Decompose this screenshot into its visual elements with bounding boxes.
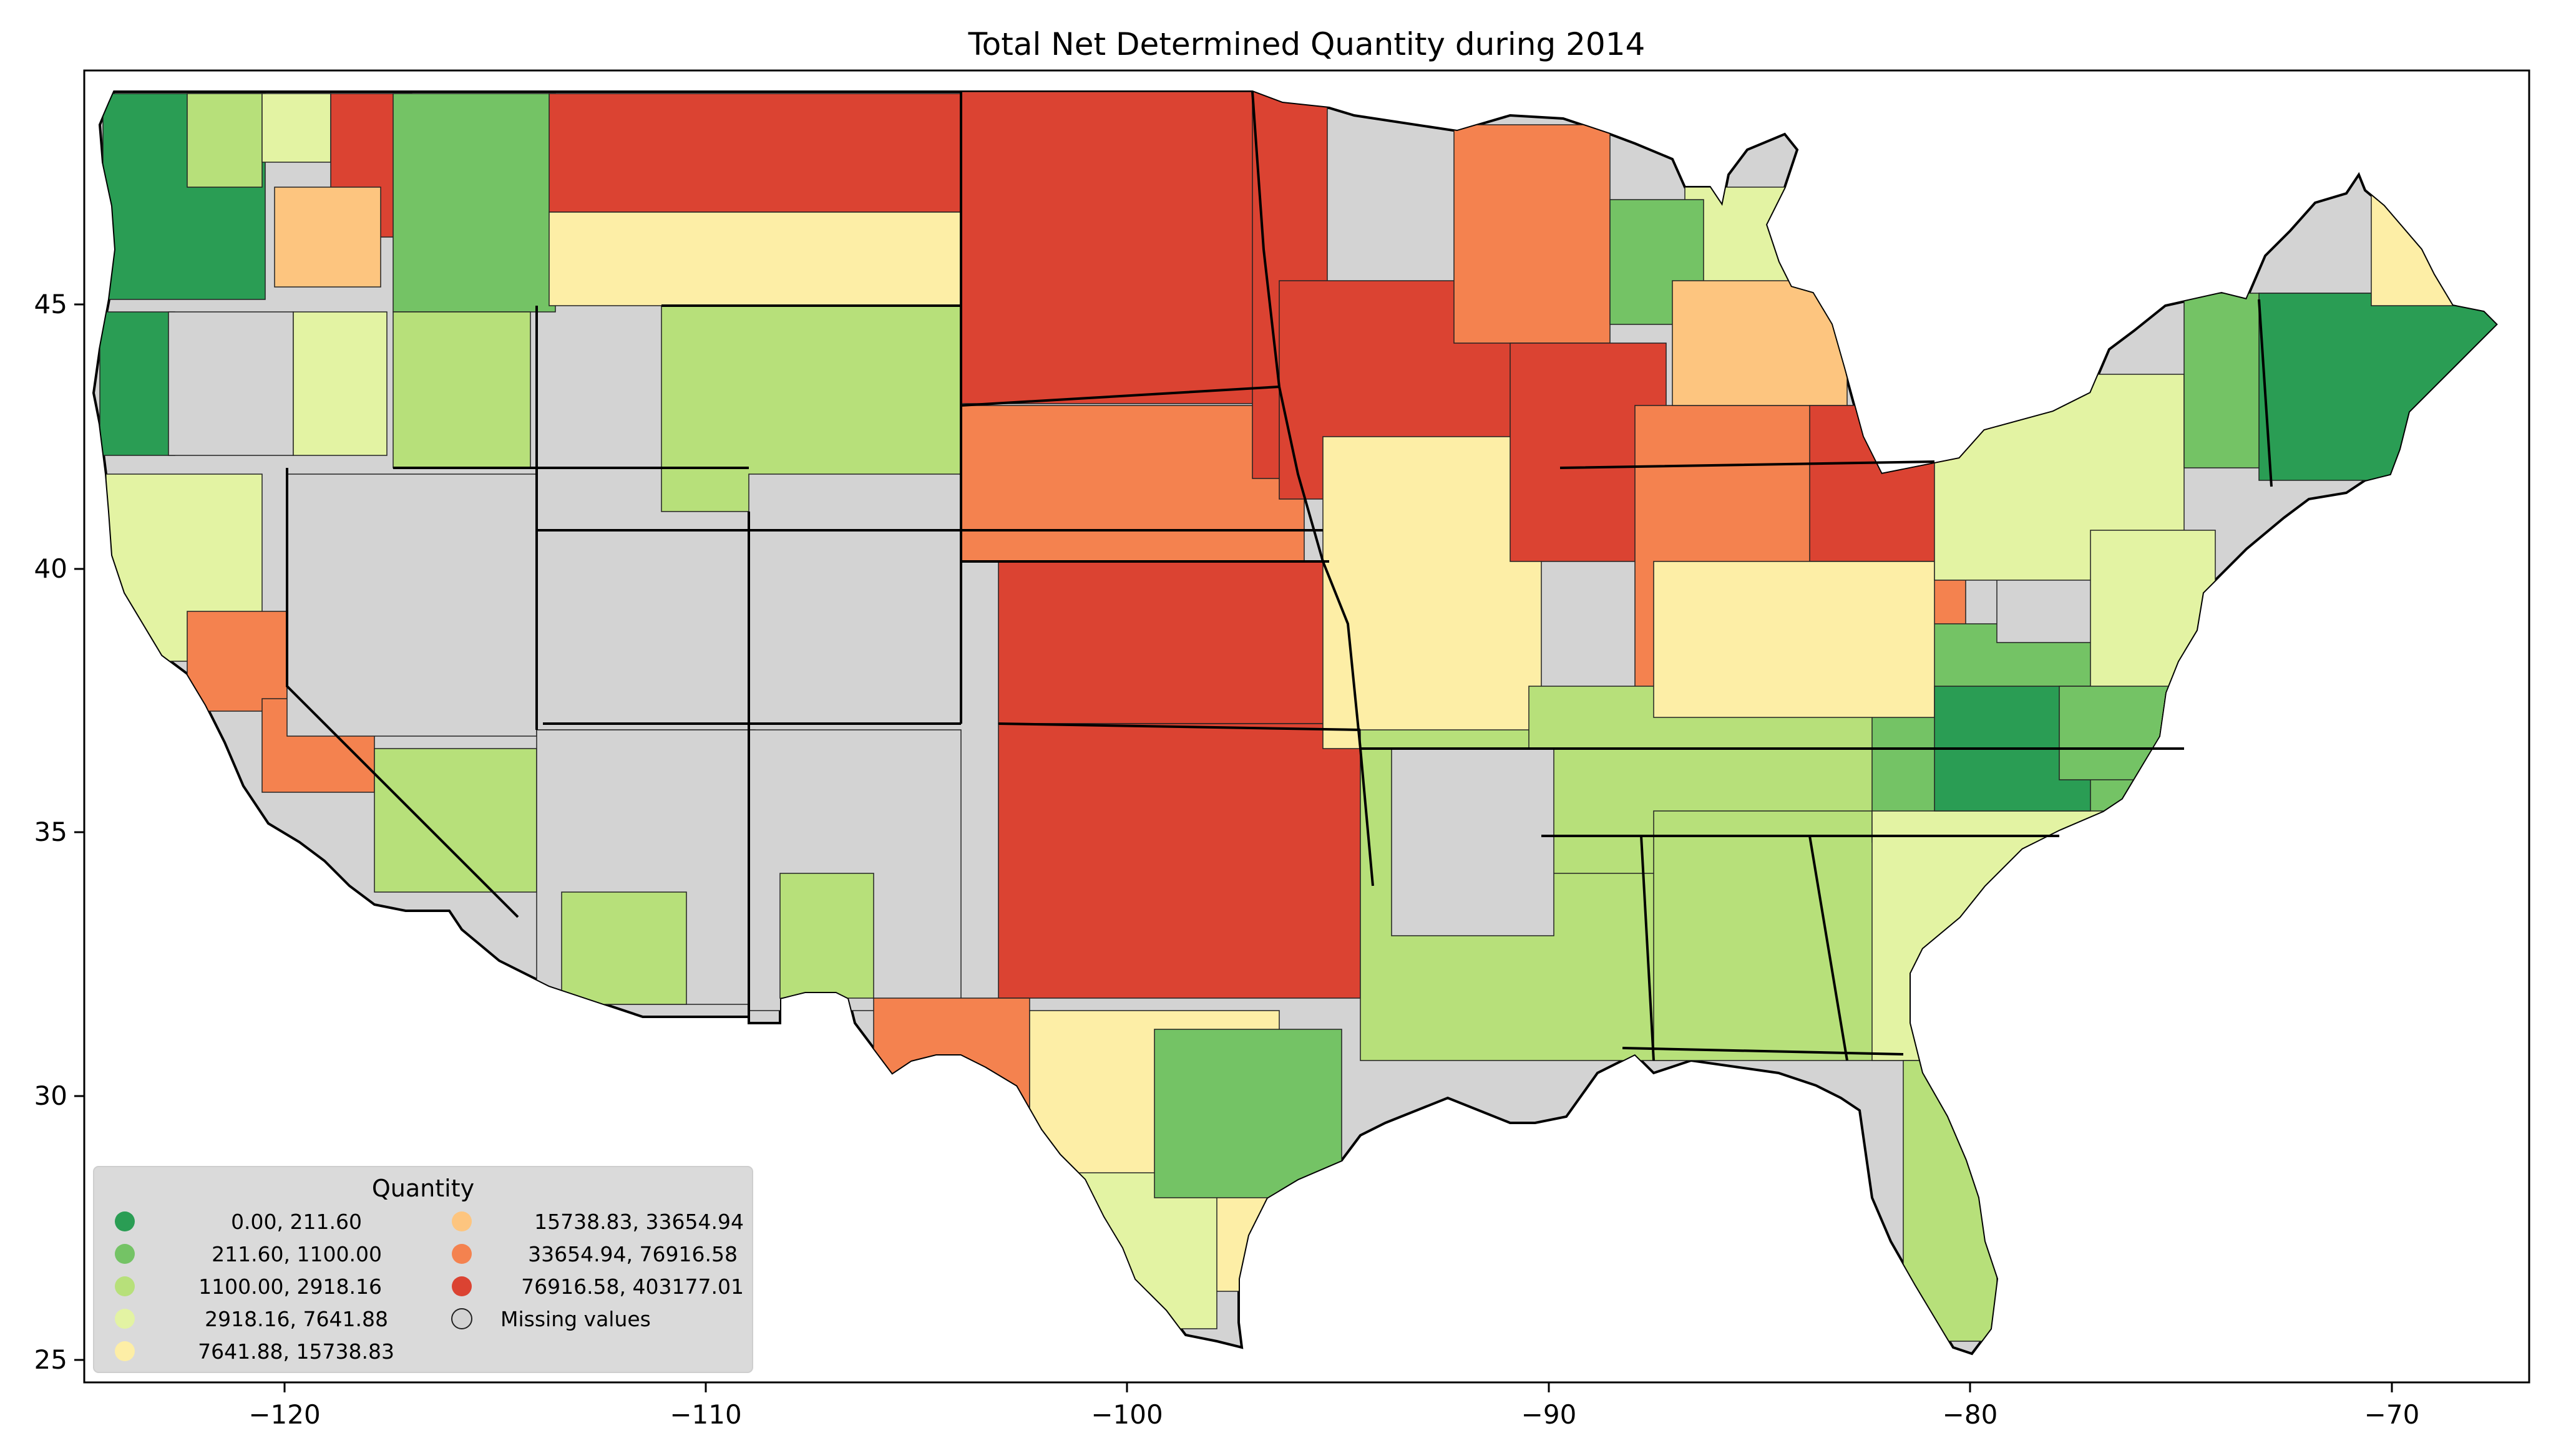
legend-label: 2918.16, 7641.88 [205, 1307, 388, 1331]
legend-item: 2918.16, 7641.88 [115, 1307, 388, 1331]
county-region [1871, 810, 2122, 1061]
county-region [286, 473, 537, 737]
x-tick-label: −90 [1521, 1399, 1577, 1430]
county-region [549, 211, 962, 306]
county-region [374, 748, 537, 893]
legend-label: 76916.58, 403177.01 [521, 1274, 744, 1299]
map-title: Total Net Determined Quantity during 201… [968, 26, 1646, 62]
county-region [274, 187, 381, 288]
county-region [2371, 168, 2496, 306]
legend-label: 15738.83, 33654.94 [534, 1210, 744, 1234]
county-region [748, 473, 962, 724]
legend-swatch [451, 1308, 472, 1329]
county-region [998, 561, 1330, 724]
x-tick-label: −70 [2364, 1399, 2420, 1430]
legend-item: 1100.00, 2918.16 [115, 1274, 382, 1299]
county-region [2258, 293, 2496, 481]
county-region [1391, 748, 1554, 936]
y-tick-label: 40 [34, 553, 67, 584]
x-tick-label: −100 [1091, 1399, 1163, 1430]
x-axis: −120 −110 −100 −90 −80 −70 [248, 1382, 2419, 1430]
legend-item: Missing values [451, 1307, 651, 1331]
legend-item: 76916.58, 403177.01 [452, 1274, 744, 1299]
county-region [960, 405, 1305, 562]
legend-item: 211.60, 1100.00 [115, 1242, 382, 1266]
legend-swatch [115, 1276, 135, 1296]
x-tick-label: −120 [248, 1399, 320, 1430]
legend-label: 33654.94, 76916.58 [528, 1242, 738, 1266]
legend-swatch [115, 1309, 135, 1329]
county-region [261, 93, 331, 163]
legend-label: 7641.88, 15738.83 [198, 1339, 394, 1364]
legend-label: 1100.00, 2918.16 [198, 1274, 382, 1299]
county-region [393, 311, 531, 468]
state-borders [286, 91, 2273, 1061]
legend-item: 7641.88, 15738.83 [115, 1339, 394, 1364]
county-region [873, 997, 1030, 1136]
county-region [1154, 1029, 1342, 1198]
legend-item: 0.00, 211.60 [115, 1210, 362, 1234]
county-region [187, 611, 288, 712]
legend-label: Missing values [500, 1307, 651, 1331]
county-region [293, 311, 388, 456]
county-region [1653, 561, 1935, 718]
x-tick-label: −80 [1943, 1399, 1998, 1430]
y-axis: 45 40 35 30 25 [34, 289, 84, 1375]
legend-item: 15738.83, 33654.94 [452, 1210, 744, 1234]
county-region [779, 873, 874, 999]
county-region [960, 92, 1255, 404]
county-region [549, 93, 962, 213]
legend: Quantity 0.00, 211.60 211.60, 1100.00 11… [93, 1166, 753, 1373]
county-region [1322, 436, 1542, 749]
legend-box [93, 1166, 753, 1373]
legend-swatch [115, 1341, 135, 1361]
county-region [393, 93, 556, 313]
county-region [998, 723, 1361, 999]
legend-swatch [452, 1276, 472, 1296]
county-region [1672, 280, 1848, 406]
legend-swatch [115, 1244, 135, 1264]
county-region [561, 891, 687, 1005]
legend-swatch [452, 1244, 472, 1264]
county-region [1453, 124, 1611, 344]
map-frame [83, 69, 2530, 1384]
county-region [99, 311, 175, 456]
legend-label: 211.60, 1100.00 [212, 1242, 382, 1266]
county-region [1653, 810, 1904, 1061]
y-tick-label: 30 [34, 1080, 67, 1111]
y-tick-label: 25 [34, 1344, 67, 1375]
x-tick-label: −110 [670, 1399, 741, 1430]
legend-title: Quantity [372, 1175, 474, 1202]
legend-swatch [452, 1211, 472, 1231]
choropleth-regions [99, 92, 2496, 1342]
y-tick-label: 45 [34, 289, 67, 319]
county-region [536, 530, 749, 730]
legend-swatch [115, 1211, 135, 1231]
county-region [168, 311, 294, 456]
legend-label: 0.00, 211.60 [231, 1210, 362, 1234]
y-tick-label: 35 [34, 817, 67, 847]
county-region [187, 93, 263, 188]
legend-item: 33654.94, 76916.58 [452, 1242, 738, 1266]
county-region [1903, 1060, 1997, 1342]
county-region [2059, 686, 2216, 780]
